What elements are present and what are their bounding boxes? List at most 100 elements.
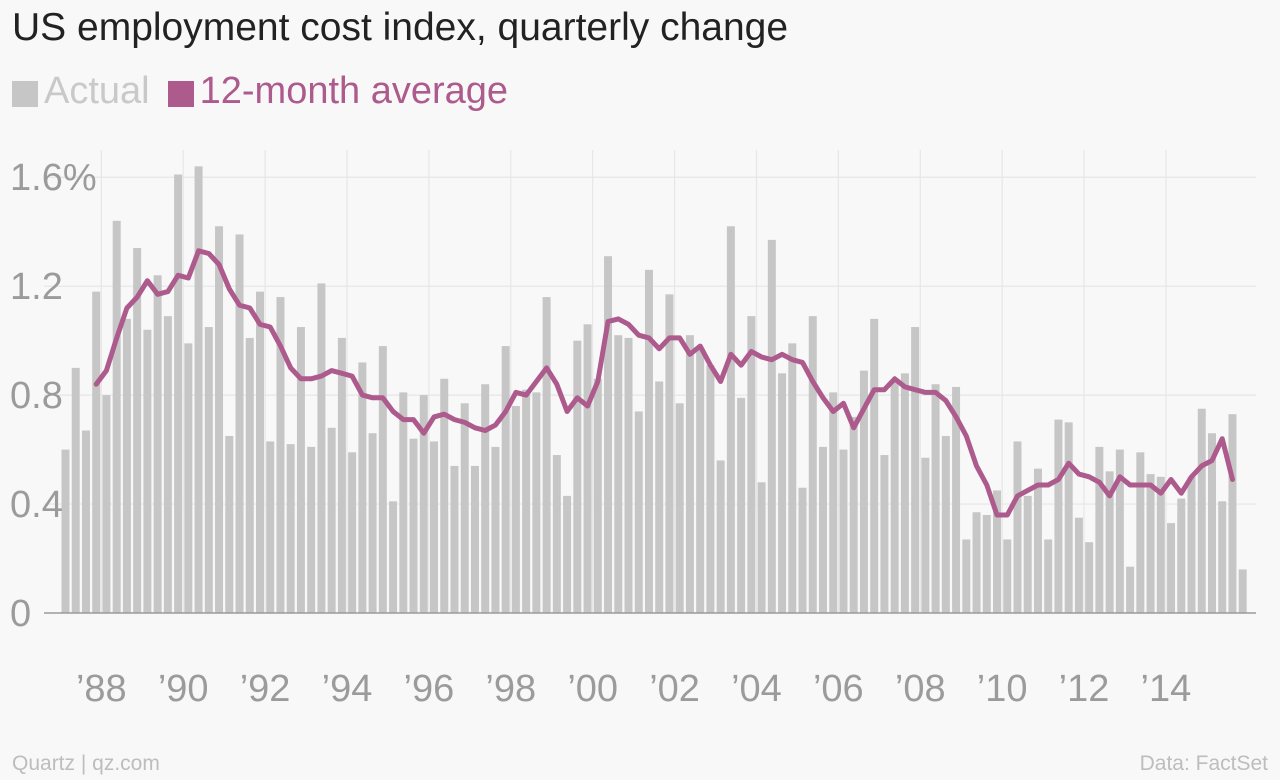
bar-actual: [460, 403, 469, 613]
legend-label-12-month-average: 12-month average: [199, 70, 509, 112]
bar-actual: [604, 256, 613, 613]
bar-actual: [1177, 498, 1186, 613]
x-tick-label: ’98: [485, 668, 536, 710]
bar-actual: [317, 283, 326, 613]
bar-actual: [1003, 539, 1012, 613]
legend-item-actual: Actual: [12, 70, 150, 113]
footer-source-left: Quartz | qz.com: [12, 752, 160, 775]
bar-actual: [276, 297, 285, 613]
bar-actual: [1156, 476, 1165, 613]
bar-actual: [808, 316, 817, 613]
bar-actual: [491, 446, 500, 613]
y-tick-label: 0.4: [10, 484, 63, 526]
vertical-gridlines: [100, 150, 1167, 613]
x-tick-label: ’04: [731, 668, 782, 710]
bar-actual: [747, 316, 756, 613]
bar-actual: [1105, 471, 1114, 613]
bar-actual: [859, 370, 868, 613]
x-tick-label: ’88: [76, 668, 127, 710]
bar-actual: [941, 435, 950, 613]
bar-actual: [286, 444, 295, 613]
bar-actual: [778, 373, 787, 613]
y-tick-labels: 0 0.4 0.8 1.2 1.6%: [10, 157, 97, 635]
x-tick-label: ’96: [404, 668, 455, 710]
bar-actual: [501, 346, 510, 613]
bar-actual: [1146, 474, 1155, 613]
bar-actual: [399, 392, 408, 613]
bar-actual: [1054, 419, 1063, 613]
bar-actual: [225, 435, 234, 613]
bar-actual: [542, 297, 551, 613]
bar-actual: [624, 337, 633, 613]
bar-actual: [71, 367, 80, 613]
bar-actual: [102, 395, 111, 613]
bar-actual: [819, 446, 827, 613]
bar-actual: [931, 384, 940, 613]
bar-actual: [563, 495, 572, 613]
legend-item-12-month-average: 12-month average: [167, 70, 509, 113]
bar-actual: [921, 457, 930, 613]
bar-actual: [348, 452, 357, 613]
bar-actual: [511, 406, 520, 613]
bar-actual: [1187, 476, 1196, 613]
bar-actual: [143, 329, 152, 613]
bar-actual: [849, 416, 858, 613]
bar-actual: [419, 395, 428, 613]
bar-actual: [593, 378, 602, 613]
bar-actual: [522, 389, 531, 613]
bar-actual: [481, 384, 490, 613]
bar-actual: [163, 316, 172, 613]
bar-actual: [194, 166, 203, 613]
bar-actual: [1115, 449, 1124, 613]
bar-actual: [450, 465, 459, 613]
bar-actual: [716, 460, 725, 613]
bar-actual: [1126, 566, 1135, 613]
legend-label-actual: Actual: [44, 70, 150, 112]
bar-actual: [1136, 452, 1145, 613]
footer-source-right: Data: FactSet: [1139, 752, 1268, 775]
bar-actual: [706, 365, 715, 613]
bar-actual: [1238, 569, 1247, 613]
y-tick-label: 0.8: [10, 375, 63, 417]
bar-actual: [81, 430, 90, 613]
bar-actual: [358, 362, 367, 613]
bar-actual: [440, 378, 449, 613]
bar-actual: [767, 239, 776, 613]
bar-actual: [296, 327, 305, 613]
bar-actual: [430, 441, 439, 613]
bar-actual: [696, 348, 705, 613]
legend-swatch-12-month-average: [167, 80, 194, 107]
bar-actual: [972, 512, 981, 613]
bar-actual: [1033, 468, 1042, 613]
bar-actual: [614, 335, 623, 613]
y-tick-label: 0: [10, 593, 31, 635]
bar-actual: [389, 501, 398, 613]
bar-actual: [655, 381, 664, 613]
bar-actual: [1197, 408, 1206, 613]
bar-actual: [1044, 539, 1053, 613]
average-line-layer: [93, 248, 1235, 518]
bar-actual: [675, 403, 684, 613]
bar-actual: [235, 234, 244, 613]
bar-actual: [532, 392, 541, 613]
bar-actual: [993, 490, 1002, 613]
bar-actual: [1218, 501, 1227, 613]
bar-actual: [737, 397, 746, 613]
bar-actual: [757, 482, 766, 613]
bar-actual: [327, 427, 336, 613]
bar-actual: [1085, 542, 1094, 613]
chart-title: US employment cost index, quarterly chan…: [12, 6, 789, 49]
bar-actual: [1023, 495, 1032, 613]
bar-actual: [368, 433, 377, 613]
legend: Actual 12-month average: [12, 70, 526, 113]
bar-actual: [1228, 414, 1237, 613]
x-tick-label: ’12: [1059, 668, 1110, 710]
bar-actual: [798, 487, 807, 613]
bar-actual: [870, 318, 879, 613]
bar-actual: [1074, 517, 1083, 613]
bar-actual: [1095, 446, 1104, 613]
bar-actual: [122, 318, 131, 613]
bar-actual: [839, 449, 848, 613]
bar-actual: [174, 174, 183, 613]
